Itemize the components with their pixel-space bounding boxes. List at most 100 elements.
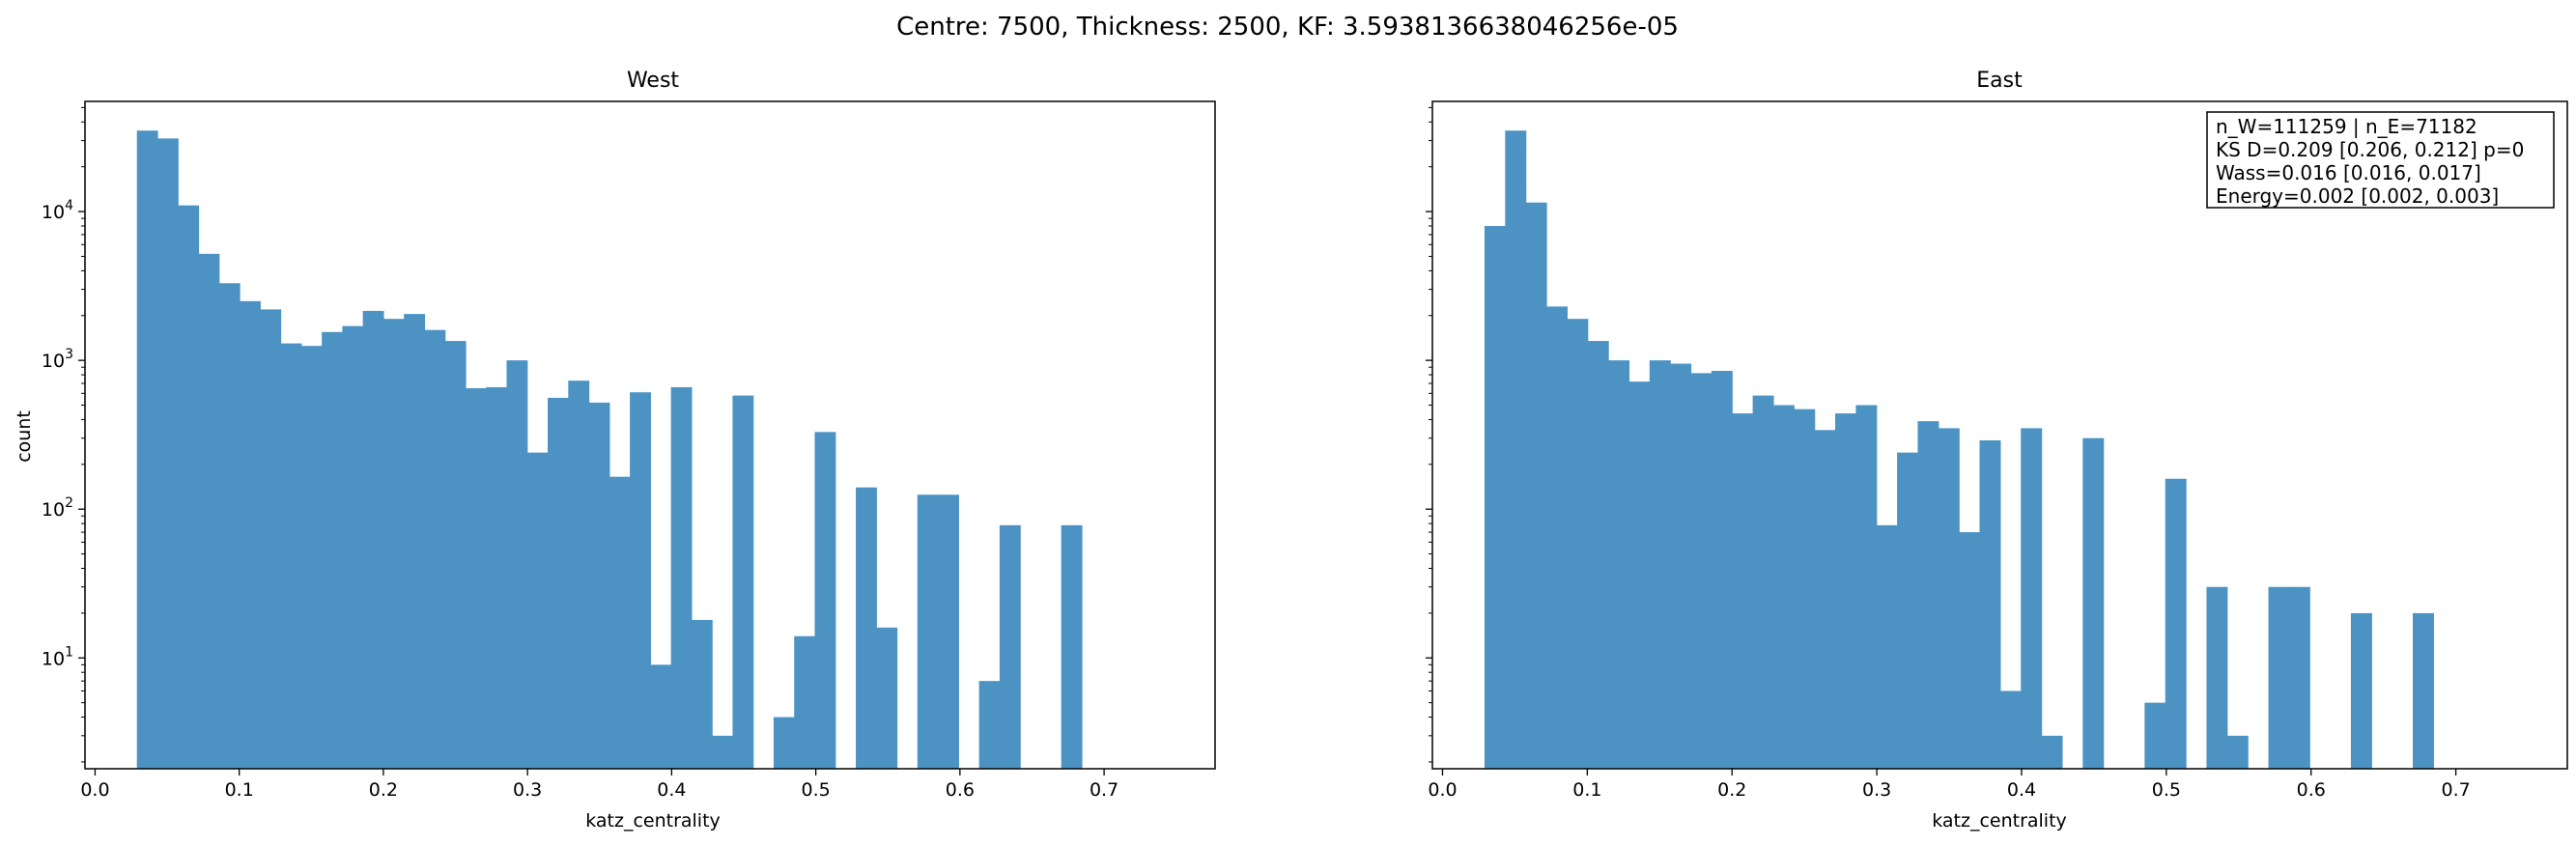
east-bar	[2350, 612, 2372, 769]
east-x-tick-label: 0.0	[1428, 779, 1457, 801]
stats-sample-sizes: n_W=111259 | n_E=71182	[2216, 115, 2477, 138]
east-bar	[1814, 430, 1836, 769]
west-bar	[156, 138, 179, 769]
stats-energy: Energy=0.002 [0.002, 0.003]	[2216, 184, 2499, 208]
west-bar	[814, 432, 836, 769]
west-bar	[609, 476, 631, 769]
west-bar	[999, 524, 1021, 769]
east-bars	[1484, 130, 2434, 770]
west-axes-frame	[84, 100, 1216, 770]
east-x-tick-label: 0.5	[2152, 779, 2181, 801]
west-x-tick-label: 0.6	[946, 779, 975, 801]
west-bar	[486, 386, 508, 769]
east-bar	[1999, 691, 2022, 769]
east-bar	[2268, 586, 2290, 769]
east-bar	[1484, 225, 1506, 770]
east-bar	[2144, 702, 2166, 769]
east-bar	[1897, 452, 1919, 769]
west-bar	[444, 341, 467, 769]
west-bar	[630, 392, 651, 769]
east-x-tick-label: 0.1	[1572, 779, 1601, 801]
east-bar	[2165, 478, 2187, 769]
west-bar	[178, 205, 200, 770]
east-histogram: East 0.0 0.1 0.2 0.3 0.4 0.5 0.6 0.7 katz_centr…	[1426, 69, 2568, 832]
east-title: East	[1976, 69, 2023, 93]
east-bar	[2041, 735, 2063, 769]
west-bar	[218, 283, 241, 769]
west-bar	[712, 735, 734, 769]
east-bar	[1628, 381, 1651, 769]
west-bar	[136, 130, 158, 770]
west-y-tick-label: 104	[42, 198, 73, 223]
west-bar	[978, 681, 1001, 769]
west-bar	[794, 635, 816, 769]
west-x-tick-label: 0.7	[1090, 779, 1118, 801]
west-x-tick-label: 0.3	[513, 779, 542, 801]
west-bar	[260, 309, 282, 769]
west-bars	[136, 130, 1083, 770]
west-histogram: West 0.0 0.1 0.2 0.3 0.4 0.5 0.6 0.7 1011021031…	[14, 69, 1216, 832]
east-bar	[1587, 341, 1609, 769]
east-bar	[1876, 524, 1898, 769]
east-bar	[1772, 405, 1795, 769]
west-x-tick-label: 0.4	[657, 779, 686, 801]
east-bar	[1546, 306, 1568, 769]
west-title: West	[627, 69, 679, 93]
west-bar	[773, 717, 795, 769]
east-x-tick-label: 0.6	[2297, 779, 2326, 801]
west-bar	[588, 402, 610, 769]
west-x-tick-label: 0.0	[80, 779, 109, 801]
west-x-tick-label: 0.2	[369, 779, 398, 801]
west-bar	[1061, 524, 1083, 769]
stats-ks-test: KS D=0.209 [0.206, 0.212] p=0	[2216, 138, 2524, 161]
east-y-ticks	[1426, 106, 1432, 763]
west-bar	[322, 331, 343, 769]
west-bar	[424, 329, 446, 769]
east-bar	[2206, 586, 2228, 769]
east-x-ticks: 0.0 0.1 0.2 0.3 0.4 0.5 0.6 0.7	[1428, 769, 2471, 801]
west-bar	[548, 397, 569, 769]
east-bar	[1752, 395, 1774, 769]
east-x-tick-label: 0.3	[1862, 779, 1891, 801]
east-bar	[2413, 612, 2434, 769]
west-bar	[650, 664, 672, 769]
east-bar	[2082, 437, 2105, 769]
west-bar	[526, 452, 549, 769]
west-y-ticks: 101 102 103 104	[42, 106, 85, 763]
west-y-tick-label: 101	[42, 644, 73, 669]
east-bar	[1711, 371, 1733, 769]
west-bar	[691, 619, 713, 769]
west-bar	[568, 381, 590, 769]
west-bar	[670, 386, 693, 769]
east-bar	[1979, 439, 2001, 769]
west-bar	[465, 387, 487, 769]
east-x-axis-label: katz_centrality	[1932, 810, 2067, 832]
west-x-ticks: 0.0 0.1 0.2 0.3 0.4 0.5 0.6 0.7	[80, 769, 1118, 801]
west-y-tick-label: 102	[42, 495, 73, 521]
east-bar	[1732, 413, 1754, 769]
west-bar	[938, 494, 959, 769]
east-bar	[1505, 130, 1527, 770]
east-x-tick-label: 0.2	[1717, 779, 1746, 801]
east-bar	[1690, 373, 1713, 769]
stats-wasserstein: Wass=0.016 [0.016, 0.017]	[2216, 161, 2481, 184]
west-bar	[342, 325, 364, 769]
west-bar	[382, 319, 405, 769]
west-bar	[300, 346, 323, 769]
east-x-tick-label: 0.7	[2441, 779, 2470, 801]
west-y-tick-label: 103	[42, 347, 73, 372]
east-bar	[1608, 360, 1630, 769]
figure-title: Centre: 7500, Thickness: 2500, KF: 3.593…	[896, 13, 1679, 42]
west-bar	[240, 300, 261, 769]
east-bar	[2226, 735, 2249, 769]
east-x-tick-label: 0.4	[2007, 779, 2036, 801]
east-bar	[1917, 421, 1939, 769]
east-bar	[2288, 586, 2310, 769]
east-bar	[1670, 363, 1692, 769]
west-y-axis-label: count	[14, 410, 35, 463]
stats-annotation-box: n_W=111259 | n_E=71182 KS D=0.209 [0.206…	[2206, 111, 2555, 209]
west-x-tick-label: 0.1	[225, 779, 254, 801]
stats-box-frame	[2206, 111, 2555, 209]
east-bar	[1649, 360, 1671, 769]
